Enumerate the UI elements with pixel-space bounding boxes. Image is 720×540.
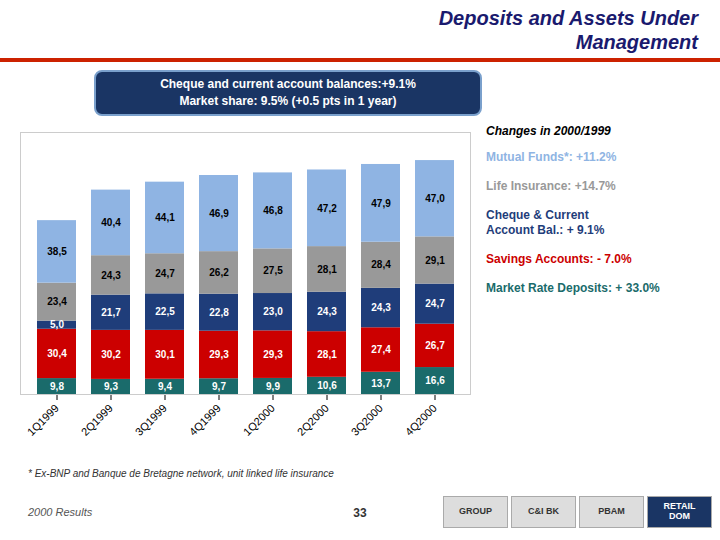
svg-text:23,4: 23,4 xyxy=(47,296,67,307)
svg-text:9,9: 9,9 xyxy=(266,380,280,391)
svg-text:28,1: 28,1 xyxy=(317,348,337,359)
svg-text:27,5: 27,5 xyxy=(263,265,283,276)
html-text:Life Insurance: +14.7%: Life Insurance: +14.7% xyxy=(486,178,616,193)
html-text:Mutual Funds*: +11.2%: Mutual Funds*: +11.2% xyxy=(486,149,617,164)
svg-text:28,1: 28,1 xyxy=(317,263,337,274)
svg-text:24,7: 24,7 xyxy=(425,298,445,309)
svg-text:10,6: 10,6 xyxy=(317,380,337,391)
svg-text:27,4: 27,4 xyxy=(371,344,391,355)
html-text:GROUP: GROUP xyxy=(459,506,492,516)
svg-text:22,8: 22,8 xyxy=(209,306,229,317)
html-text:Market Rate Deposits: + 33.0%: Market Rate Deposits: + 33.0% xyxy=(486,280,660,295)
svg-text:1Q2000: 1Q2000 xyxy=(241,401,277,437)
svg-text:26,7: 26,7 xyxy=(425,340,445,351)
svg-text:26,2: 26,2 xyxy=(209,267,229,278)
svg-text:29,1: 29,1 xyxy=(425,254,445,265)
svg-text:13,7: 13,7 xyxy=(371,377,391,388)
svg-text:40,4: 40,4 xyxy=(101,217,121,228)
svg-text:46,9: 46,9 xyxy=(209,207,229,218)
svg-text:22,5: 22,5 xyxy=(155,306,175,317)
svg-text:30,1: 30,1 xyxy=(155,349,175,360)
html-text:Savings Accounts: - 7.0%: Savings Accounts: - 7.0% xyxy=(486,251,632,266)
svg-text:9,8: 9,8 xyxy=(50,380,64,391)
svg-text:4Q2000: 4Q2000 xyxy=(403,401,439,437)
svg-text:3Q2000: 3Q2000 xyxy=(349,401,385,437)
svg-text:9,7: 9,7 xyxy=(212,380,226,391)
svg-text:38,5: 38,5 xyxy=(47,246,67,257)
svg-text:30,2: 30,2 xyxy=(101,349,121,360)
html-text:* Ex-BNP and Banque de Bretagn: * Ex-BNP and Banque de Bretagne network,… xyxy=(28,468,334,479)
svg-text:9,4: 9,4 xyxy=(158,381,172,392)
svg-text:47,9: 47,9 xyxy=(371,197,391,208)
svg-text:24,3: 24,3 xyxy=(371,302,391,313)
svg-text:2Q2000: 2Q2000 xyxy=(295,401,331,437)
svg-text:1Q1999: 1Q1999 xyxy=(25,401,61,437)
html-text:C&I BK: C&I BK xyxy=(528,506,559,516)
html-text:Cheque & Current Account Bal.:: Cheque & Current Account Bal.: + 9.1% xyxy=(486,207,605,237)
svg-text:24,3: 24,3 xyxy=(317,306,337,317)
html-text:RETAIL DOM: RETAIL DOM xyxy=(663,501,696,521)
html-text:PBAM: PBAM xyxy=(598,506,625,516)
svg-text:30,4: 30,4 xyxy=(47,348,67,359)
svg-text:4Q1999: 4Q1999 xyxy=(187,401,223,437)
svg-text:29,3: 29,3 xyxy=(209,349,229,360)
svg-text:3Q1999: 3Q1999 xyxy=(133,401,169,437)
svg-text:24,3: 24,3 xyxy=(101,269,121,280)
html-text:Deposits and Assets Under Mana: Deposits and Assets Under Management xyxy=(438,7,698,53)
svg-text:23,0: 23,0 xyxy=(263,306,283,317)
html-text:33: 33 xyxy=(353,506,367,520)
svg-text:29,3: 29,3 xyxy=(263,348,283,359)
html-text:Cheque and current account bal: Cheque and current account balances:+9.1… xyxy=(160,77,416,108)
svg-text:21,7: 21,7 xyxy=(101,307,121,318)
svg-text:28,4: 28,4 xyxy=(371,259,391,270)
html-text:2000 Results: 2000 Results xyxy=(28,506,93,518)
svg-text:5,0: 5,0 xyxy=(50,319,64,330)
html-text:Changes in 2000/1999: Changes in 2000/1999 xyxy=(486,123,611,138)
svg-text:2Q1999: 2Q1999 xyxy=(79,401,115,437)
svg-text:47,0: 47,0 xyxy=(425,193,445,204)
svg-text:9,3: 9,3 xyxy=(104,381,118,392)
svg-text:24,7: 24,7 xyxy=(155,268,175,279)
svg-text:46,8: 46,8 xyxy=(263,205,283,216)
svg-text:16,6: 16,6 xyxy=(425,375,445,386)
svg-text:44,1: 44,1 xyxy=(155,212,175,223)
svg-text:47,2: 47,2 xyxy=(317,202,337,213)
